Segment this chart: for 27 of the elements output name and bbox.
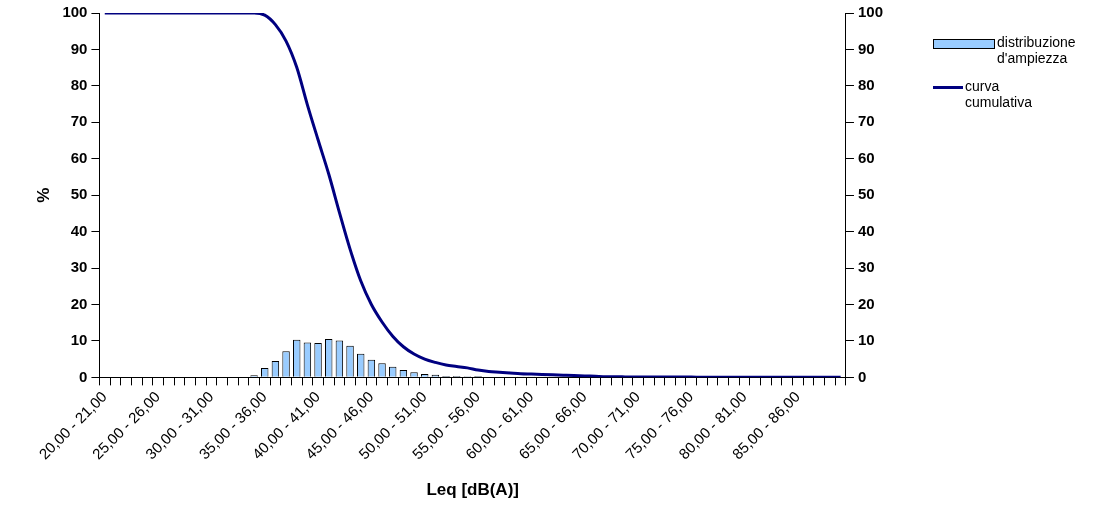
y-tick-label: 10 — [70, 331, 88, 349]
y2-tick-label: 30 — [857, 258, 875, 276]
y2-tick-label: 50 — [857, 185, 875, 203]
y-tick-label: 20 — [70, 294, 88, 312]
y-tick-label: 60 — [70, 148, 88, 166]
y-tick-label: 70 — [70, 112, 88, 130]
x-axis-title: Leq [dB(A)] — [426, 480, 519, 500]
y-tick-label: 100 — [62, 3, 88, 21]
y2-tick-label: 0 — [857, 367, 867, 385]
y2-tick-label: 40 — [857, 221, 875, 239]
y2-tick-label: 60 — [857, 148, 875, 166]
y2-tick-label: 70 — [857, 112, 875, 130]
y-tick-label: 90 — [70, 39, 88, 57]
legend-label: distribuzione d'ampiezza — [997, 34, 1077, 66]
y-tick-label: 40 — [70, 221, 88, 239]
y2-tick-label: 100 — [857, 3, 883, 21]
y2-tick-label: 90 — [857, 39, 875, 57]
y-tick-label: 30 — [70, 258, 88, 276]
y2-tick-label: 20 — [857, 294, 875, 312]
y2-tick-label: 80 — [857, 76, 875, 94]
y-tick-label: 80 — [70, 76, 88, 94]
y-tick-label: 50 — [70, 185, 88, 203]
y-axis-title: % — [33, 187, 53, 203]
line-series — [103, 13, 843, 378]
legend-label: curva cumulativa — [965, 78, 1033, 110]
y-tick-label: 0 — [79, 367, 88, 385]
y2-tick-label: 10 — [857, 331, 875, 349]
